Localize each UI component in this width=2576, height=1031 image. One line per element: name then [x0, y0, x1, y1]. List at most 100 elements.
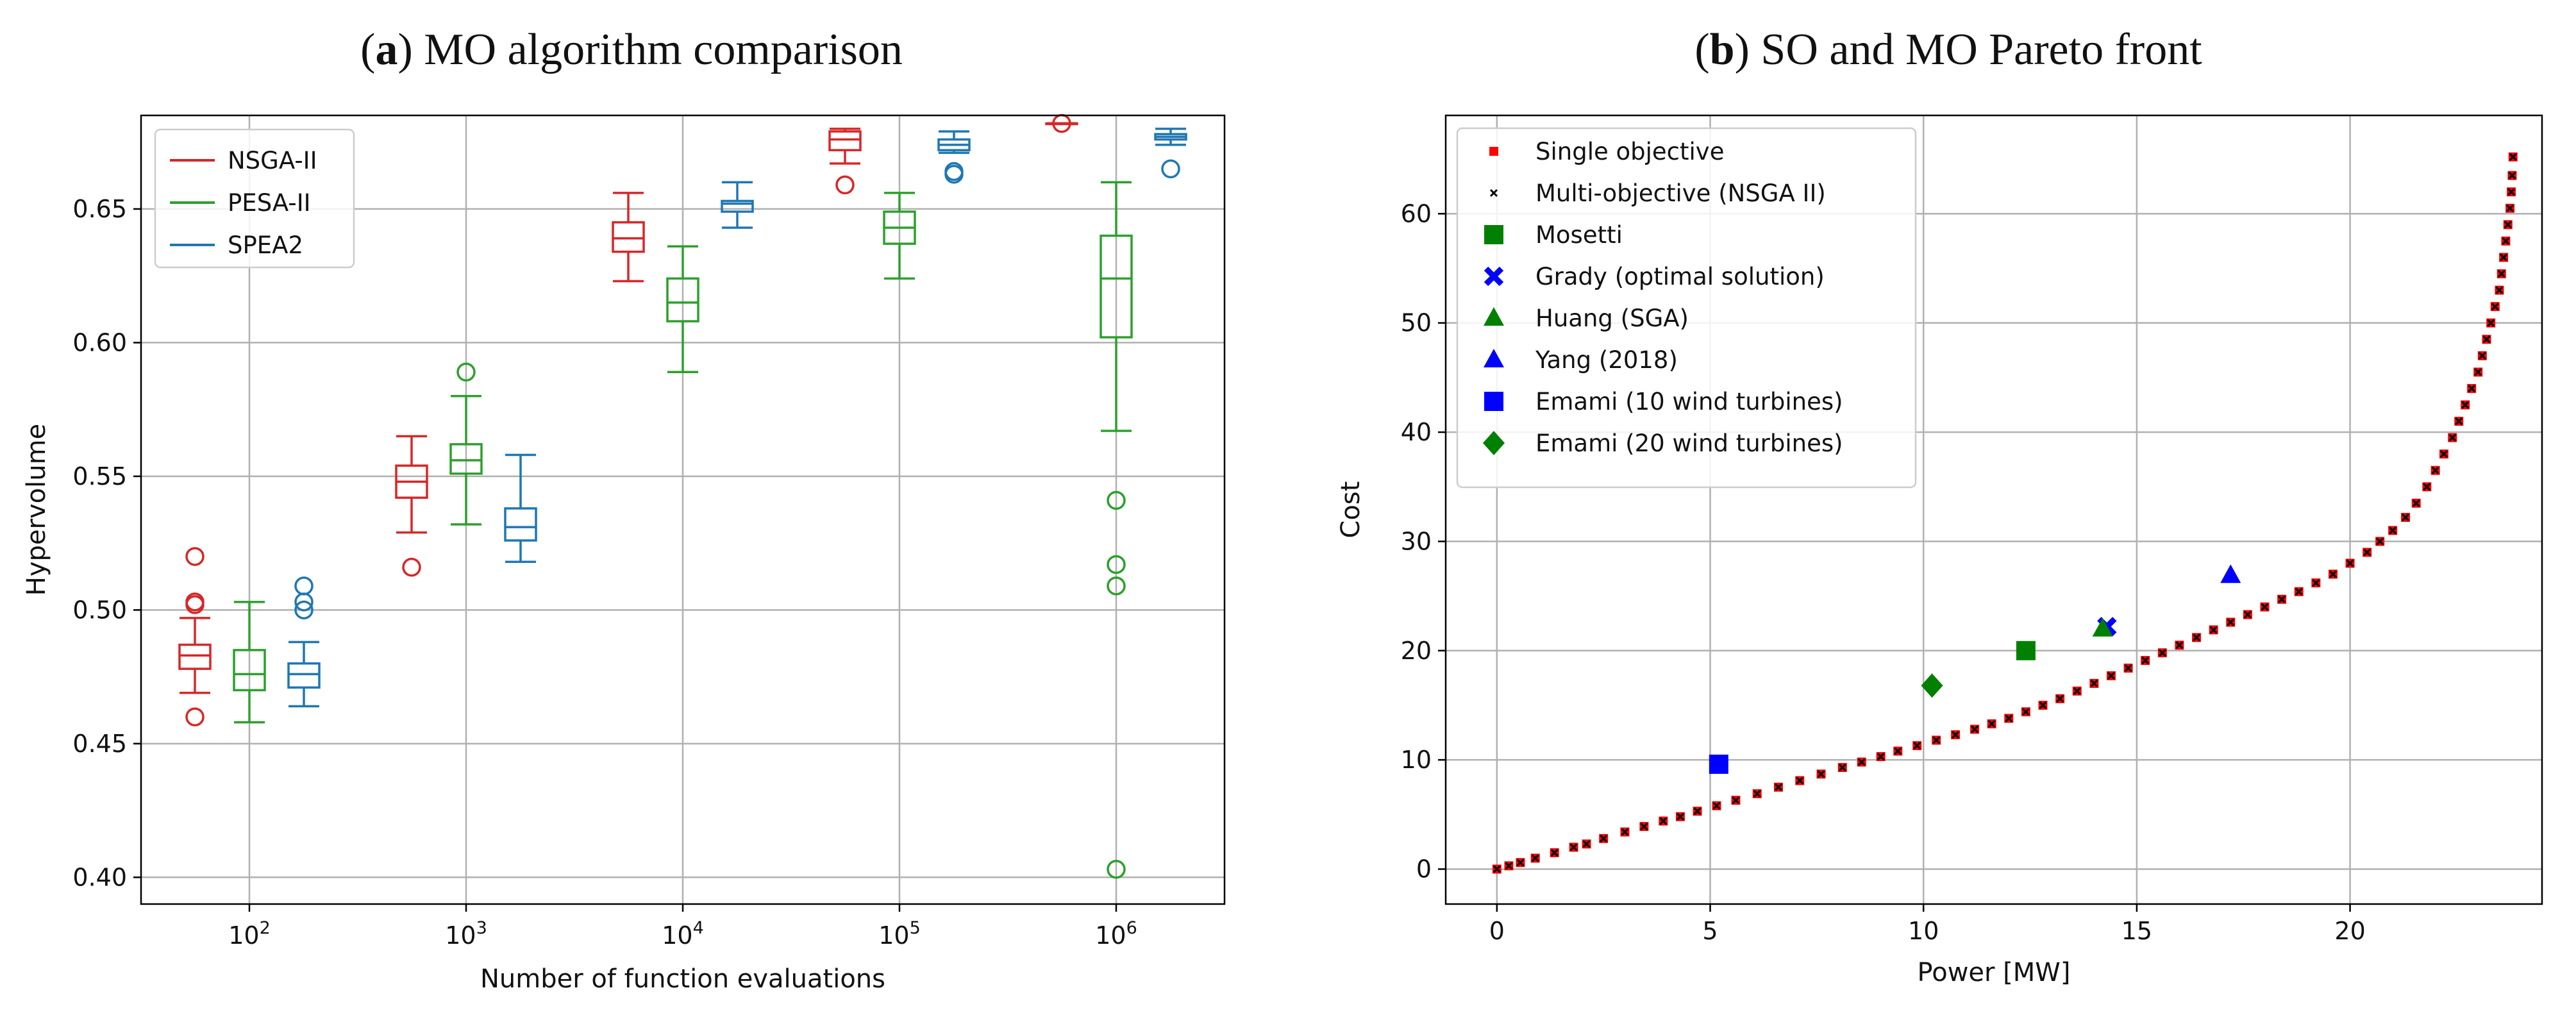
multi-objective-point	[1753, 789, 1761, 798]
x-stroke	[2497, 269, 2505, 278]
panel-a-title: (a) MO algorithm comparison	[360, 25, 903, 74]
y-axis-label: Hypervolume	[22, 424, 51, 596]
multi-objective-point	[1838, 763, 1846, 772]
outlier-point	[1107, 490, 1126, 510]
x-stroke	[2507, 188, 2516, 196]
x-stroke	[2474, 368, 2482, 376]
box-spea2-0	[287, 576, 321, 708]
x-stroke	[2039, 701, 2047, 710]
y-tick-label: 0.60	[72, 328, 127, 356]
iqr-box	[233, 649, 266, 692]
x-stroke	[2261, 603, 2269, 611]
box-spea2-4	[1154, 128, 1187, 179]
panel-a-title-text: MO algorithm comparison	[424, 25, 903, 74]
x-stroke	[1516, 859, 1525, 867]
multi-objective-point	[1676, 812, 1685, 821]
outlier-point	[185, 707, 205, 726]
x-stroke	[2295, 587, 2303, 596]
multi-objective-point	[2504, 221, 2512, 229]
legend-marker	[1483, 431, 1505, 455]
multi-objective-point	[2455, 417, 2463, 426]
multi-objective-point	[2439, 450, 2448, 458]
multi-objective-point	[1796, 776, 1804, 785]
outlier-point	[185, 595, 205, 614]
x-tick-label: 104	[662, 918, 704, 950]
outlier-point	[294, 592, 314, 612]
x-stroke	[2439, 450, 2448, 458]
multi-objective-point	[2346, 559, 2354, 567]
outlier-point	[835, 175, 855, 195]
y-tick-label: 0.50	[72, 596, 127, 624]
x-tick-label: 102	[228, 918, 271, 950]
legend-label: Mosetti	[1535, 221, 1623, 249]
x-stroke	[2502, 237, 2510, 245]
legend-label: SPEA2	[228, 231, 303, 259]
reference-point	[2092, 617, 2113, 637]
multi-objective-point	[1505, 862, 1513, 870]
multi-objective-point	[2500, 253, 2508, 262]
iqr-box	[287, 662, 321, 689]
x-stroke	[2376, 537, 2384, 546]
outlier-point	[1107, 576, 1126, 596]
multi-objective-point	[2056, 694, 2064, 703]
y-tick-label: 10	[1401, 746, 1432, 774]
x-stroke	[2090, 679, 2098, 687]
outlier-point	[1107, 860, 1126, 879]
multi-objective-point	[2329, 570, 2338, 578]
multi-objective-point	[2491, 303, 2499, 311]
multi-objective-point	[2482, 335, 2491, 344]
x-stroke	[2455, 417, 2463, 426]
multi-objective-point	[2402, 513, 2410, 521]
multi-objective-point	[2243, 610, 2252, 619]
x-stroke	[2192, 633, 2201, 642]
multi-objective-point	[2363, 548, 2371, 557]
x-stroke	[1753, 789, 1761, 798]
box-spea2-3	[937, 130, 971, 184]
legend: Single objective Multi-objective (NSGA II…	[1456, 127, 1917, 489]
multi-objective-point	[1952, 730, 1960, 739]
multi-objective-point	[2423, 483, 2431, 491]
x-tick-label: 0	[1489, 917, 1505, 945]
box-nsga-ii-0	[178, 547, 212, 726]
x-stroke	[1913, 741, 1921, 750]
multi-objective-point	[1493, 865, 1501, 873]
x-stroke	[2500, 253, 2508, 262]
outlier-point	[402, 557, 421, 577]
box-pesa-ii-3	[883, 192, 916, 280]
multi-objective-point	[1732, 796, 1740, 805]
multi-objective-point	[1569, 843, 1578, 851]
x-tick-label: 103	[445, 918, 487, 950]
iqr-box	[1100, 234, 1133, 339]
multi-objective-point	[2107, 671, 2116, 680]
x-stroke	[2491, 303, 2499, 311]
legend-label: NSGA-II	[228, 147, 317, 174]
panel-b-title: (b) SO and MO Pareto front	[1694, 25, 2202, 74]
x-tick-label: 20	[2334, 917, 2365, 945]
multi-objective-point	[2509, 153, 2517, 161]
x-tick-label: 10	[1908, 917, 1939, 945]
x-stroke	[2227, 618, 2235, 626]
y-tick-label: 60	[1401, 199, 1432, 228]
multi-objective-point	[2507, 188, 2516, 196]
x-stroke	[1582, 840, 1591, 848]
x-stroke	[2141, 657, 2150, 665]
x-stroke	[1712, 801, 1721, 810]
x-tick-label: 5	[1702, 917, 1718, 945]
legend-marker	[1489, 189, 1498, 197]
x-stroke	[1569, 843, 1578, 851]
multi-objective-point	[2502, 237, 2510, 245]
legend-marker	[1484, 307, 1504, 326]
box-pesa-ii-1	[449, 362, 483, 526]
box-nsga-ii-3	[828, 128, 862, 195]
box-nsga-ii-4	[1045, 113, 1078, 133]
multi-objective-point	[2039, 701, 2047, 710]
multi-objective-point	[1600, 834, 1608, 842]
legend-label: Grady (optimal solution)	[1535, 263, 1825, 290]
x-stroke	[2504, 221, 2512, 229]
outlier-point	[456, 362, 476, 382]
x-stroke	[2509, 153, 2517, 161]
multi-objective-point	[1531, 854, 1539, 862]
x-stroke	[2506, 204, 2514, 212]
multi-objective-point	[2431, 466, 2439, 474]
multi-objective-point	[2312, 579, 2320, 587]
